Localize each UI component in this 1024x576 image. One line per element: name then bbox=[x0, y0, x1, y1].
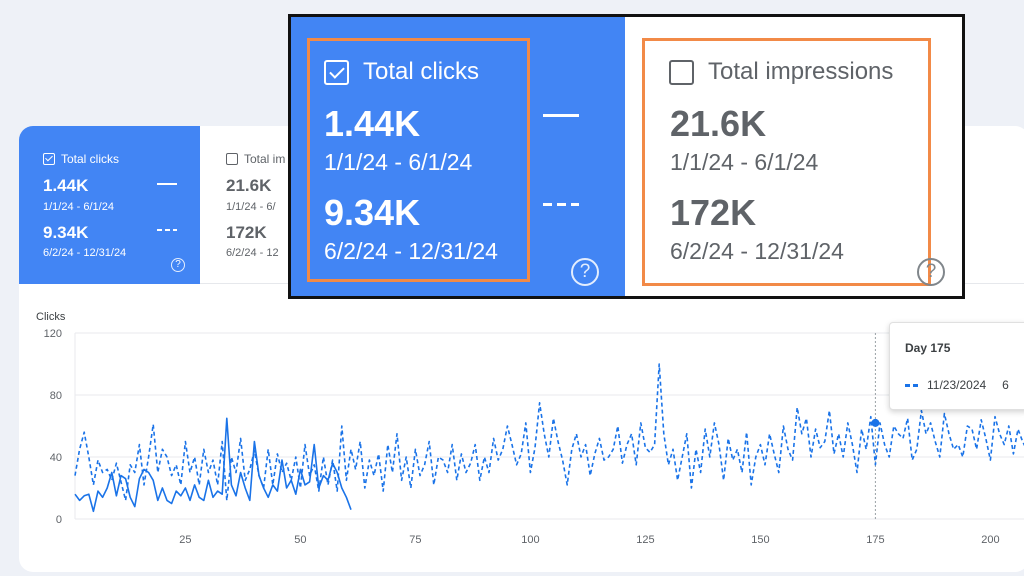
metric-tiles-row: Total clicks 1.44K 1/1/24 - 6/1/24 9.34K… bbox=[19, 126, 1024, 284]
help-icon[interactable]: ? bbox=[917, 258, 945, 286]
clicks-current-value: 1.44K bbox=[43, 176, 89, 195]
callout-total-impressions-label: Total impressions bbox=[708, 58, 894, 85]
tile-header: Total im bbox=[226, 152, 285, 166]
x-tick-label: 25 bbox=[179, 534, 191, 546]
tile-header: Total clicks bbox=[43, 152, 119, 166]
dashed-series-line bbox=[74, 363, 1024, 502]
total-impressions-label: Total im bbox=[244, 152, 286, 166]
callout-total-clicks-label: Total clicks bbox=[363, 58, 480, 85]
x-tick-label: 200 bbox=[981, 534, 999, 546]
callout-impressions-previous-range: 6/2/24 - 12/31/24 bbox=[670, 238, 844, 264]
checkbox-unchecked-icon[interactable] bbox=[669, 59, 694, 85]
solid-line-legend-icon bbox=[543, 114, 579, 117]
total-impressions-tile[interactable]: Total im 21.6K 1/1/24 - 6/ 172K 6/2/24 -… bbox=[212, 126, 332, 284]
solid-line-legend-icon bbox=[157, 183, 177, 185]
checkbox-checked-icon[interactable] bbox=[43, 153, 55, 165]
x-tick-label: 175 bbox=[866, 534, 884, 546]
x-tick-label: 50 bbox=[294, 534, 306, 546]
callout-clicks-panel: Total clicks 1.44K 1/1/24 - 6/1/24 9.34K… bbox=[291, 17, 625, 296]
tooltip-title: Day 175 bbox=[905, 341, 951, 355]
x-tick-label: 75 bbox=[409, 534, 421, 546]
solid-series-line bbox=[74, 417, 352, 513]
y-tick-label: 80 bbox=[50, 390, 62, 402]
callout-clicks-current-range: 1/1/24 - 6/1/24 bbox=[324, 149, 473, 175]
y-axis-title: Clicks bbox=[36, 311, 66, 323]
impressions-previous-value: 172K bbox=[226, 223, 267, 242]
x-tick-label: 150 bbox=[751, 534, 769, 546]
impressions-current-value: 21.6K bbox=[226, 176, 272, 195]
clicks-highlight-box bbox=[307, 38, 530, 282]
tooltip-date: 11/23/2024 bbox=[927, 378, 987, 392]
clicks-previous-value: 9.34K bbox=[43, 223, 89, 242]
impressions-highlight-box bbox=[642, 38, 931, 286]
callout-impressions-current-value: 21.6K bbox=[670, 103, 767, 144]
clicks-previous-range: 6/2/24 - 12/31/24 bbox=[43, 247, 127, 259]
clicks-current-range: 1/1/24 - 6/1/24 bbox=[43, 201, 114, 213]
callout-impressions-current-range: 1/1/24 - 6/1/24 bbox=[670, 149, 819, 175]
dashed-series-icon bbox=[905, 383, 919, 387]
y-tick-label: 40 bbox=[50, 452, 62, 464]
tooltip-row: 11/23/2024 6 bbox=[905, 378, 1009, 392]
x-tick-label: 125 bbox=[636, 534, 654, 546]
dashed-line-legend-icon bbox=[543, 203, 579, 206]
impressions-previous-range: 6/2/24 - 12 bbox=[226, 247, 279, 259]
highlighted-point[interactable] bbox=[871, 418, 880, 427]
callout-clicks-current-value: 1.44K bbox=[324, 103, 421, 144]
checkbox-checked-icon[interactable] bbox=[324, 59, 349, 85]
y-tick-label: 0 bbox=[56, 514, 62, 526]
help-icon[interactable]: ? bbox=[571, 258, 599, 286]
tooltip-value: 6 bbox=[1002, 378, 1009, 392]
callout-clicks-previous-range: 6/2/24 - 12/31/24 bbox=[324, 238, 498, 264]
y-tick-label: 120 bbox=[44, 328, 62, 340]
callout-clicks-header: Total clicks bbox=[324, 58, 479, 86]
callout-impressions-previous-value: 172K bbox=[670, 192, 757, 233]
chart-tooltip: Day 175 11/23/2024 6 bbox=[889, 322, 1024, 410]
checkbox-unchecked-icon[interactable] bbox=[226, 153, 238, 165]
dashed-line-legend-icon bbox=[157, 229, 177, 231]
x-tick-label: 100 bbox=[521, 534, 539, 546]
help-icon[interactable]: ? bbox=[171, 258, 185, 272]
callout-clicks-previous-value: 9.34K bbox=[324, 192, 421, 233]
impressions-current-range: 1/1/24 - 6/ bbox=[226, 201, 276, 213]
total-clicks-label: Total clicks bbox=[61, 152, 120, 166]
callout-impressions-header: Total impressions bbox=[669, 58, 893, 86]
total-clicks-tile[interactable]: Total clicks 1.44K 1/1/24 - 6/1/24 9.34K… bbox=[19, 126, 200, 284]
zoomed-metrics-callout: Total clicks 1.44K 1/1/24 - 6/1/24 9.34K… bbox=[288, 14, 965, 299]
